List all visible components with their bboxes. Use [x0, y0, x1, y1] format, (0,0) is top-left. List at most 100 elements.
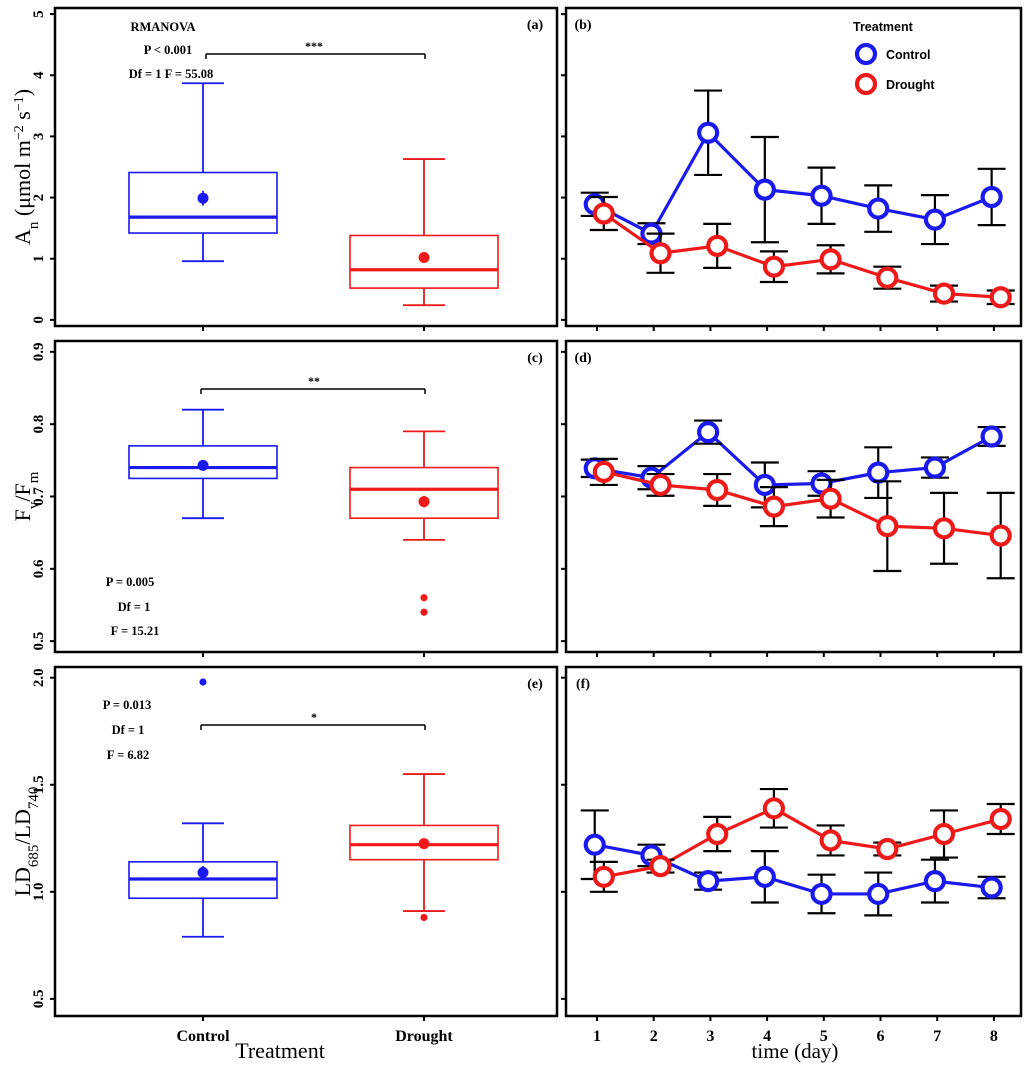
y-tick-label: 0	[31, 316, 47, 324]
box-control	[128, 678, 278, 938]
panel-label: (e)	[527, 677, 543, 692]
y-tick-label: 0.5	[31, 632, 47, 651]
left-x-axis-title: Treatment	[235, 1038, 325, 1063]
data-point	[989, 524, 1012, 547]
panel-frame	[564, 6, 1023, 328]
data-point	[819, 829, 842, 852]
data-point	[753, 178, 776, 201]
x-tick-label: Control	[176, 1028, 230, 1045]
data-point	[592, 460, 615, 484]
data-point	[762, 797, 786, 820]
panel-label: (d)	[574, 351, 591, 366]
significance-stars: **	[308, 374, 320, 388]
box-iqr	[128, 445, 278, 480]
y-tick-label: 0.9	[31, 342, 47, 361]
outlier-point	[199, 678, 207, 686]
data-point	[819, 487, 842, 510]
y-tick-label: 3	[31, 133, 47, 141]
stats-text-line: Df = 1	[118, 600, 151, 614]
x-tick-label: 3	[706, 1028, 714, 1045]
data-point	[980, 185, 1003, 209]
x-tick-label: 5	[820, 1028, 828, 1045]
box-control	[128, 408, 278, 520]
mean-marker	[418, 838, 430, 850]
y-tick-label: 0.8	[31, 415, 47, 434]
data-point	[697, 870, 720, 893]
y-axis-title-1: Fv/Fm	[10, 471, 42, 521]
stats-text-line: P = 0.005	[106, 575, 154, 589]
y-tick-label: 5	[31, 10, 47, 18]
significance-stars: *	[311, 710, 317, 724]
y-tick-label: 0.5	[31, 989, 47, 1008]
y-tick-label: 1.5	[31, 775, 47, 794]
data-point	[697, 421, 720, 444]
outlier-point	[420, 913, 428, 922]
panel-frame	[564, 665, 1023, 1018]
data-point	[989, 286, 1012, 309]
box-drought	[349, 773, 499, 922]
legend-drought-label: Drought	[886, 78, 935, 92]
data-point	[762, 255, 786, 278]
data-point	[706, 478, 729, 502]
data-point	[989, 807, 1012, 831]
series-drought	[589, 195, 1015, 309]
boxplot-panel-2: 0.5 1.0 1.5 2.0 (e) * P = 0.013 Df = 1 F = 6.82 C…	[31, 665, 559, 1045]
legend-drought-marker	[854, 72, 878, 96]
data-point	[649, 855, 672, 878]
box-control	[128, 82, 278, 263]
boxplot-panel-0: 0 1 2 3 4 5 (a) *** RMANOVA P < 0.001 Df = 1 F = 5…	[31, 6, 559, 331]
timeseries-panel-0: (b)	[561, 6, 1023, 331]
data-point	[706, 822, 729, 846]
data-point	[867, 461, 890, 484]
series-control	[580, 419, 1006, 509]
panel-label: (c)	[527, 351, 543, 366]
data-point	[923, 208, 947, 231]
data-point	[649, 473, 672, 497]
box-iqr	[349, 466, 499, 519]
y-tick-label: 2.0	[31, 668, 47, 687]
y-axis-title-0: An (μmol m−2 s−1)	[10, 89, 42, 245]
data-point	[819, 248, 842, 271]
data-point	[876, 837, 899, 861]
boxplot-panel-1: 0.5 0.6 0.7 0.8 0.9 (c) ** P = 0.005 Df = 1 F = 1…	[31, 339, 559, 657]
mean-marker	[418, 252, 430, 264]
data-point	[932, 822, 956, 846]
y-tick-label: 4	[31, 71, 47, 79]
data-point	[592, 865, 615, 888]
box-drought	[349, 430, 499, 616]
x-tick-label: Drought	[395, 1028, 453, 1045]
box-drought	[349, 158, 499, 307]
x-tick-label: 1	[593, 1028, 601, 1045]
data-point	[876, 515, 899, 538]
legend: Treatment Control Drought	[853, 20, 935, 96]
timeseries-panel-2: 1 2 3 4 5 6 7 8 (f)	[561, 665, 1023, 1045]
series-control	[580, 89, 1006, 246]
data-point	[923, 870, 947, 893]
data-point	[583, 833, 606, 856]
panel-label: (f)	[576, 677, 590, 692]
y-tick-label: 1	[31, 255, 47, 263]
data-point	[649, 242, 672, 265]
stats-text-line: F = 15.21	[111, 624, 160, 638]
stats-text-line: Df = 1	[112, 723, 145, 737]
x-tick-label: 8	[990, 1028, 998, 1045]
legend-title: Treatment	[853, 20, 914, 34]
stats-text-line: P < 0.001	[144, 43, 192, 57]
data-point	[810, 882, 833, 906]
x-tick-label: 6	[877, 1028, 885, 1045]
data-point	[706, 234, 729, 257]
stats-text-line: P = 0.013	[103, 698, 151, 712]
stats-text-line: Df = 1 F = 55.08	[129, 67, 214, 81]
mean-marker	[418, 496, 430, 508]
y-tick-label: 0.6	[31, 559, 47, 578]
panel-frame	[53, 6, 559, 328]
right-x-axis-title: time (day)	[752, 1039, 839, 1063]
stats-text-line: RMANOVA	[130, 20, 195, 34]
panel-label: (a)	[527, 18, 544, 33]
x-tick-label: 7	[933, 1028, 941, 1045]
series-drought	[589, 787, 1015, 893]
data-point	[592, 202, 615, 225]
x-tick-label: 2	[650, 1028, 658, 1045]
